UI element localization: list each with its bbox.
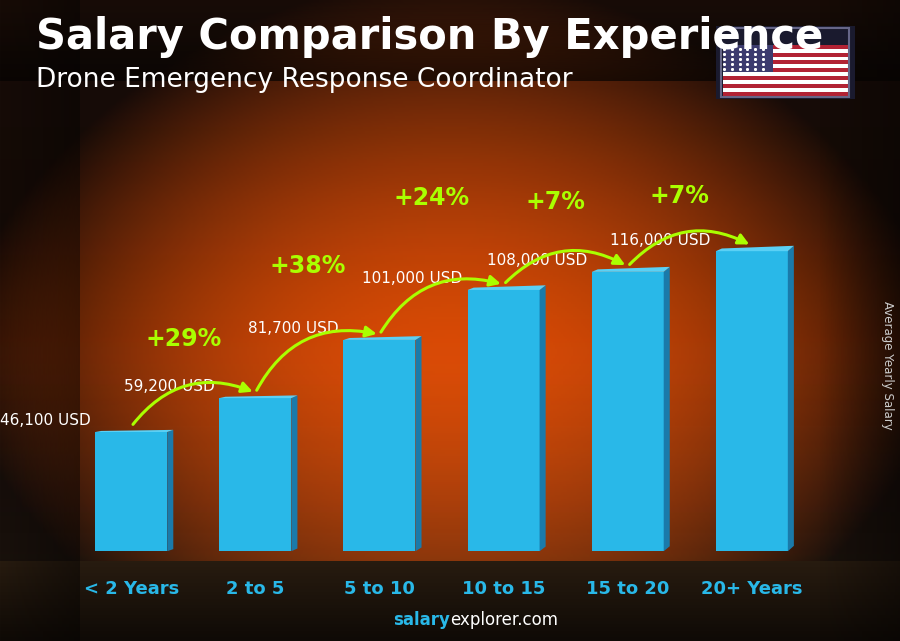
Bar: [95, 432, 167, 551]
Text: 108,000 USD: 108,000 USD: [487, 253, 587, 268]
Text: 116,000 USD: 116,000 USD: [610, 233, 711, 247]
Text: +7%: +7%: [526, 190, 586, 214]
Text: 5 to 10: 5 to 10: [344, 580, 415, 598]
Bar: [723, 49, 848, 53]
Bar: [723, 45, 848, 49]
Text: Salary Comparison By Experience: Salary Comparison By Experience: [36, 16, 824, 58]
Polygon shape: [344, 336, 421, 340]
Bar: [591, 272, 663, 551]
Polygon shape: [95, 430, 174, 432]
Bar: [723, 56, 848, 60]
Polygon shape: [468, 285, 545, 290]
Text: 101,000 USD: 101,000 USD: [363, 271, 463, 287]
Bar: [723, 80, 848, 84]
Bar: [723, 64, 848, 69]
Text: salary: salary: [393, 612, 450, 629]
Text: 20+ Years: 20+ Years: [701, 580, 803, 598]
Polygon shape: [716, 246, 794, 251]
Bar: [723, 53, 848, 56]
Text: +29%: +29%: [145, 327, 221, 351]
Bar: [723, 92, 848, 96]
Polygon shape: [220, 395, 297, 398]
Text: 15 to 20: 15 to 20: [586, 580, 670, 598]
Bar: [468, 290, 540, 551]
Bar: [723, 72, 848, 76]
Polygon shape: [788, 246, 794, 551]
Bar: [344, 340, 416, 551]
Polygon shape: [416, 336, 421, 551]
Bar: [723, 60, 848, 64]
Bar: [723, 69, 848, 72]
Text: < 2 Years: < 2 Years: [84, 580, 179, 598]
Bar: [220, 398, 292, 551]
Text: 81,700 USD: 81,700 USD: [248, 321, 338, 337]
Bar: [723, 88, 848, 92]
Bar: [716, 251, 788, 551]
Polygon shape: [292, 395, 297, 551]
Text: +7%: +7%: [650, 184, 710, 208]
Text: 59,200 USD: 59,200 USD: [123, 379, 214, 394]
Bar: [723, 76, 848, 80]
Text: Average Yearly Salary: Average Yearly Salary: [881, 301, 894, 429]
Text: +38%: +38%: [269, 254, 346, 278]
Bar: [723, 45, 773, 72]
Text: +24%: +24%: [393, 187, 470, 210]
Text: Drone Emergency Response Coordinator: Drone Emergency Response Coordinator: [36, 67, 572, 94]
Polygon shape: [167, 430, 174, 551]
Text: 46,100 USD: 46,100 USD: [0, 413, 90, 428]
Text: explorer.com: explorer.com: [450, 612, 558, 629]
Polygon shape: [663, 267, 670, 551]
Bar: [723, 84, 848, 88]
Polygon shape: [540, 285, 545, 551]
Polygon shape: [591, 267, 670, 272]
Text: 10 to 15: 10 to 15: [462, 580, 545, 598]
Text: 2 to 5: 2 to 5: [226, 580, 284, 598]
